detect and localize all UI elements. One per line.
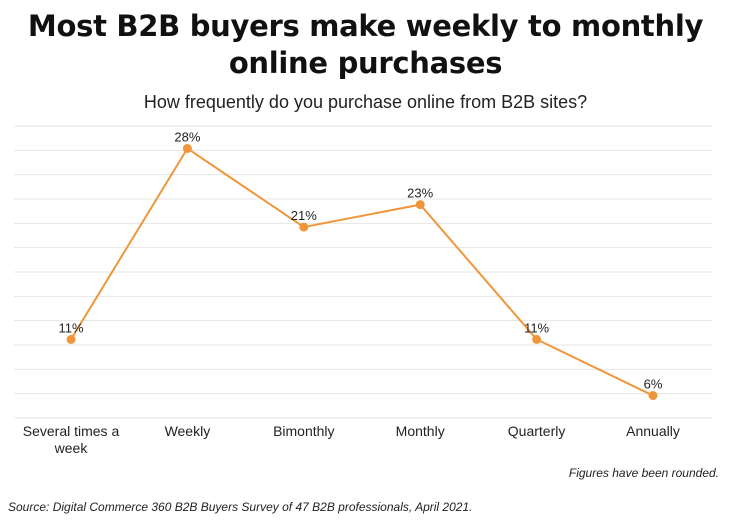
x-tick-label: Bimonthly xyxy=(273,423,334,439)
chart-subtitle: How frequently do you purchase online fr… xyxy=(143,92,588,112)
source-note: Source: Digital Commerce 360 B2B Buyers … xyxy=(8,500,473,514)
x-tick-label: Weekly xyxy=(165,423,211,439)
data-point xyxy=(66,334,76,344)
x-tick-label: Quarterly xyxy=(508,423,566,439)
series-line xyxy=(70,147,654,397)
rounding-note: Figures have been rounded. xyxy=(568,466,719,480)
data-label: 6% xyxy=(644,377,663,392)
data-label: 21% xyxy=(291,208,317,223)
chart-title: Most B2B buyers make weekly to monthly o… xyxy=(27,9,704,80)
x-tick-label: Annually xyxy=(626,423,680,439)
data-point xyxy=(415,200,425,210)
data-label: 11% xyxy=(524,320,549,335)
data-point xyxy=(648,391,658,401)
gridlines xyxy=(14,125,712,419)
x-tick-label: Several times a week xyxy=(23,423,120,456)
data-label: 11% xyxy=(58,320,83,335)
data-point xyxy=(532,334,542,344)
x-tick-label: Monthly xyxy=(396,423,445,439)
data-point xyxy=(299,222,309,232)
data-label: 23% xyxy=(407,186,433,201)
data-point xyxy=(182,143,192,153)
data-label: 28% xyxy=(174,129,200,144)
